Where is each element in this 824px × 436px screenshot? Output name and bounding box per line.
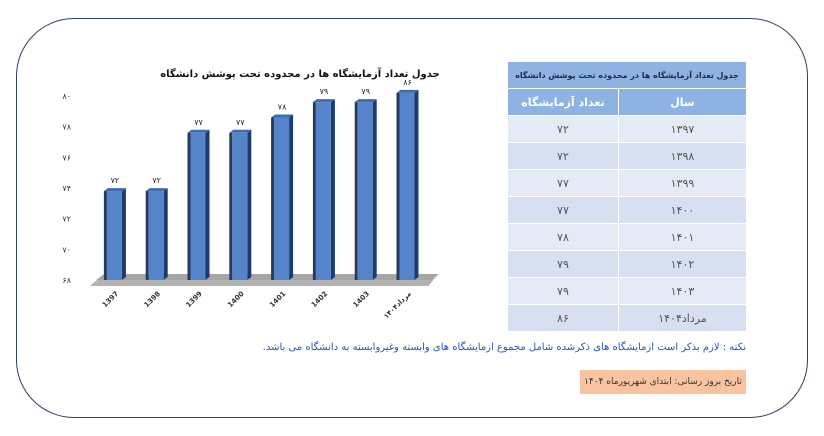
table-row: ۱۳۹۸ ۷۲ [508, 142, 746, 170]
x-tick-label: 1402 [310, 290, 330, 310]
bar [271, 114, 294, 280]
bar [396, 89, 419, 280]
data-labels: ۷۲ ۷۲ ۷۷ ۷۷ ۷۸ ۷۹ ۷۹ ۸۶ [111, 78, 412, 185]
cell-year: ۱۳۹۹ [617, 169, 746, 197]
bar [229, 129, 252, 280]
cell-year: ۱۴۰۲ [617, 250, 746, 278]
x-axis: 1397 1398 1399 1400 1401 1402 1403 مرداد۱۴۰۴ [101, 290, 413, 321]
data-label: ۷۹ [361, 87, 370, 96]
y-tick-label: ۸۰ [62, 92, 71, 101]
table-row: ۱۴۰۲ ۷۹ [508, 250, 746, 278]
cell-count: ۷۷ [508, 196, 619, 224]
header-count: تعداد آزمایشگاه [508, 88, 619, 116]
table-row: مرداد۱۴۰۴ ۸۶ [508, 304, 746, 332]
x-tick-label: مرداد۱۴۰۴ [382, 290, 413, 321]
bar [354, 99, 377, 280]
cell-year: ۱۴۰۰ [617, 196, 746, 224]
bar-chart: جدول تعداد آزمایشگاه ها در محدوده تحت پو… [62, 67, 440, 321]
x-tick-label: 1400 [226, 290, 246, 310]
cell-count: ۷۸ [508, 223, 619, 251]
x-tick-label: 1399 [184, 290, 204, 310]
x-tick-label: 1397 [101, 290, 121, 310]
x-tick-label: 1398 [143, 290, 163, 310]
cell-year: مرداد۱۴۰۴ [617, 304, 746, 332]
y-tick-label: ۶۸ [62, 276, 71, 285]
bars [103, 89, 419, 280]
note-text: نکته : لازم بذکر است ازمایشگاه های ذکرشد… [262, 342, 746, 353]
cell-count: ۷۲ [508, 115, 619, 143]
table-row: ۱۴۰۱ ۷۸ [508, 223, 746, 251]
y-axis: ۶۸ ۷۰ ۷۲ ۷۴ ۷۶ ۷۸ ۸۰ [62, 92, 71, 285]
cell-year: ۱۳۹۷ [617, 115, 746, 143]
bar [187, 129, 210, 280]
cell-year: ۱۴۰۱ [617, 223, 746, 251]
table-row: ۱۴۰۳ ۷۹ [508, 277, 746, 305]
y-tick-label: ۷۸ [62, 123, 71, 132]
bar [312, 99, 335, 280]
table-caption: جدول تعداد آزمایشگاه ها در محدوده تحت پو… [508, 62, 746, 89]
cell-count: ۸۶ [508, 304, 619, 332]
bar [103, 188, 126, 280]
table-row: ۱۳۹۹ ۷۷ [508, 169, 746, 197]
update-date-badge: تاریخ بروز رسانی: ابتدای شهریورماه ۱۴۰۴ [580, 370, 746, 394]
data-label: ۷۷ [194, 118, 203, 127]
chart-floor [90, 274, 439, 286]
y-tick-label: ۷۲ [62, 215, 71, 224]
header-year: سال [617, 88, 746, 116]
table-row: ۱۳۹۷ ۷۲ [508, 115, 746, 143]
y-tick-label: ۷۶ [62, 153, 71, 162]
cell-count: ۷۷ [508, 169, 619, 197]
cell-count: ۷۹ [508, 277, 619, 305]
data-label: ۷۹ [320, 87, 329, 96]
lab-count-table: جدول تعداد آزمایشگاه ها در محدوده تحت پو… [508, 62, 746, 332]
chart-title: جدول تعداد آزمایشگاه ها در محدوده تحت پو… [160, 67, 440, 80]
cell-count: ۷۲ [508, 142, 619, 170]
bar [145, 188, 168, 280]
x-tick-label: 1403 [352, 290, 372, 310]
y-tick-label: ۷۴ [62, 184, 71, 193]
cell-count: ۷۹ [508, 250, 619, 278]
table-row: ۱۴۰۰ ۷۷ [508, 196, 746, 224]
data-label: ۷۲ [152, 176, 161, 185]
cell-year: ۱۳۹۸ [617, 142, 746, 170]
data-label: ۷۸ [278, 102, 287, 111]
cell-year: ۱۴۰۳ [617, 277, 746, 305]
chart-floor-base [90, 274, 439, 286]
data-label: ۷۲ [111, 176, 120, 185]
x-tick-label: 1401 [268, 290, 288, 310]
data-label: ۸۶ [403, 78, 412, 87]
y-tick-label: ۷۰ [62, 245, 71, 254]
data-label: ۷۷ [236, 118, 245, 127]
